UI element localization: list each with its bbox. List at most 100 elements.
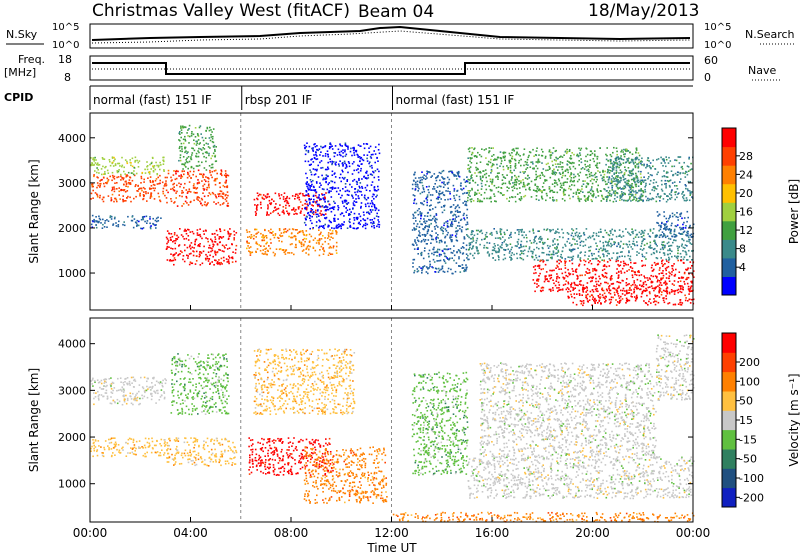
data-cell — [413, 248, 416, 250]
data-cell — [140, 187, 142, 190]
data-cell — [466, 192, 468, 194]
data-cell — [412, 266, 414, 268]
data-cell — [353, 154, 356, 156]
data-cell — [583, 234, 586, 236]
data-cell — [541, 190, 543, 192]
data-cell — [445, 248, 447, 251]
data-cell — [471, 177, 473, 179]
data-cell — [681, 238, 683, 240]
data-cell — [596, 155, 598, 158]
data-cell — [428, 171, 430, 173]
data-cell — [420, 213, 423, 216]
data-cell — [376, 212, 378, 215]
data-cell — [329, 207, 331, 210]
data-cell — [471, 187, 473, 190]
data-cell — [319, 161, 321, 164]
data-cell — [576, 274, 578, 277]
data-cell — [189, 261, 192, 263]
data-cell — [528, 248, 531, 250]
data-cell — [586, 153, 589, 156]
data-cell — [564, 245, 567, 247]
data-cell — [111, 162, 113, 165]
data-cell — [322, 177, 325, 180]
data-cell — [442, 230, 444, 233]
data-cell — [674, 289, 676, 292]
data-cell — [256, 209, 258, 211]
data-cell — [660, 278, 662, 280]
data-cell — [619, 235, 621, 237]
data-cell — [362, 218, 364, 220]
data-cell — [655, 263, 658, 265]
data-cell — [594, 288, 597, 291]
data-cell — [450, 205, 453, 208]
data-cell — [691, 259, 693, 261]
data-cell — [608, 252, 610, 255]
data-cell — [528, 154, 530, 157]
data-cell — [600, 247, 602, 249]
data-cell — [425, 271, 428, 273]
data-cell — [423, 221, 425, 223]
data-cell — [564, 260, 566, 262]
data-cell — [333, 206, 336, 208]
data-cell — [541, 246, 544, 249]
data-cell — [435, 224, 438, 227]
data-cell — [492, 163, 495, 166]
data-cell — [515, 176, 518, 179]
data-cell — [470, 162, 473, 164]
data-cell — [591, 289, 594, 291]
data-cell — [544, 263, 547, 266]
data-cell — [612, 287, 614, 290]
data-cell — [595, 234, 598, 237]
data-cell — [630, 284, 632, 287]
data-cell — [308, 185, 310, 187]
data-cell — [594, 269, 597, 272]
data-cell — [516, 187, 518, 190]
data-cell — [516, 193, 519, 195]
site-title: Christmas Valley West (fitACF) — [92, 1, 350, 21]
data-cell — [597, 290, 599, 293]
data-cell — [413, 271, 415, 274]
data-cell — [274, 192, 277, 195]
data-cell — [682, 246, 685, 249]
data-cell — [145, 215, 148, 218]
data-cell — [323, 199, 326, 201]
data-cell — [571, 259, 573, 261]
data-cell — [462, 242, 465, 244]
data-cell — [373, 204, 376, 206]
data-cell — [423, 177, 425, 180]
data-cell — [260, 232, 262, 235]
data-cell — [431, 175, 433, 177]
data-cell — [312, 195, 315, 197]
data-cell — [594, 155, 596, 157]
data-cell — [444, 235, 447, 238]
data-cell — [622, 247, 624, 250]
data-cell — [320, 167, 322, 169]
data-cell — [574, 287, 576, 289]
data-cell — [318, 225, 321, 228]
data-cell — [496, 158, 498, 161]
noise-tick-high-left: 10^5 — [52, 22, 79, 33]
data-cell — [534, 240, 536, 242]
data-cell — [149, 216, 151, 218]
data-cell — [559, 156, 561, 158]
data-cell — [677, 255, 680, 258]
data-cell — [618, 187, 620, 189]
data-cell — [574, 270, 577, 273]
data-cell — [542, 182, 545, 184]
data-cell — [215, 259, 217, 262]
data-cell — [109, 164, 112, 167]
data-cell — [455, 216, 458, 218]
data-cell — [309, 169, 311, 171]
data-cell — [199, 200, 201, 203]
data-cell — [363, 219, 366, 221]
data-cell — [624, 294, 626, 296]
data-cell — [203, 167, 206, 169]
data-cell — [603, 276, 605, 278]
data-cell — [315, 201, 318, 203]
data-cell — [111, 186, 114, 189]
data-cell — [477, 189, 479, 192]
data-cell — [443, 222, 446, 224]
data-cell — [146, 200, 148, 202]
data-cell — [635, 199, 637, 202]
data-cell — [684, 247, 686, 249]
